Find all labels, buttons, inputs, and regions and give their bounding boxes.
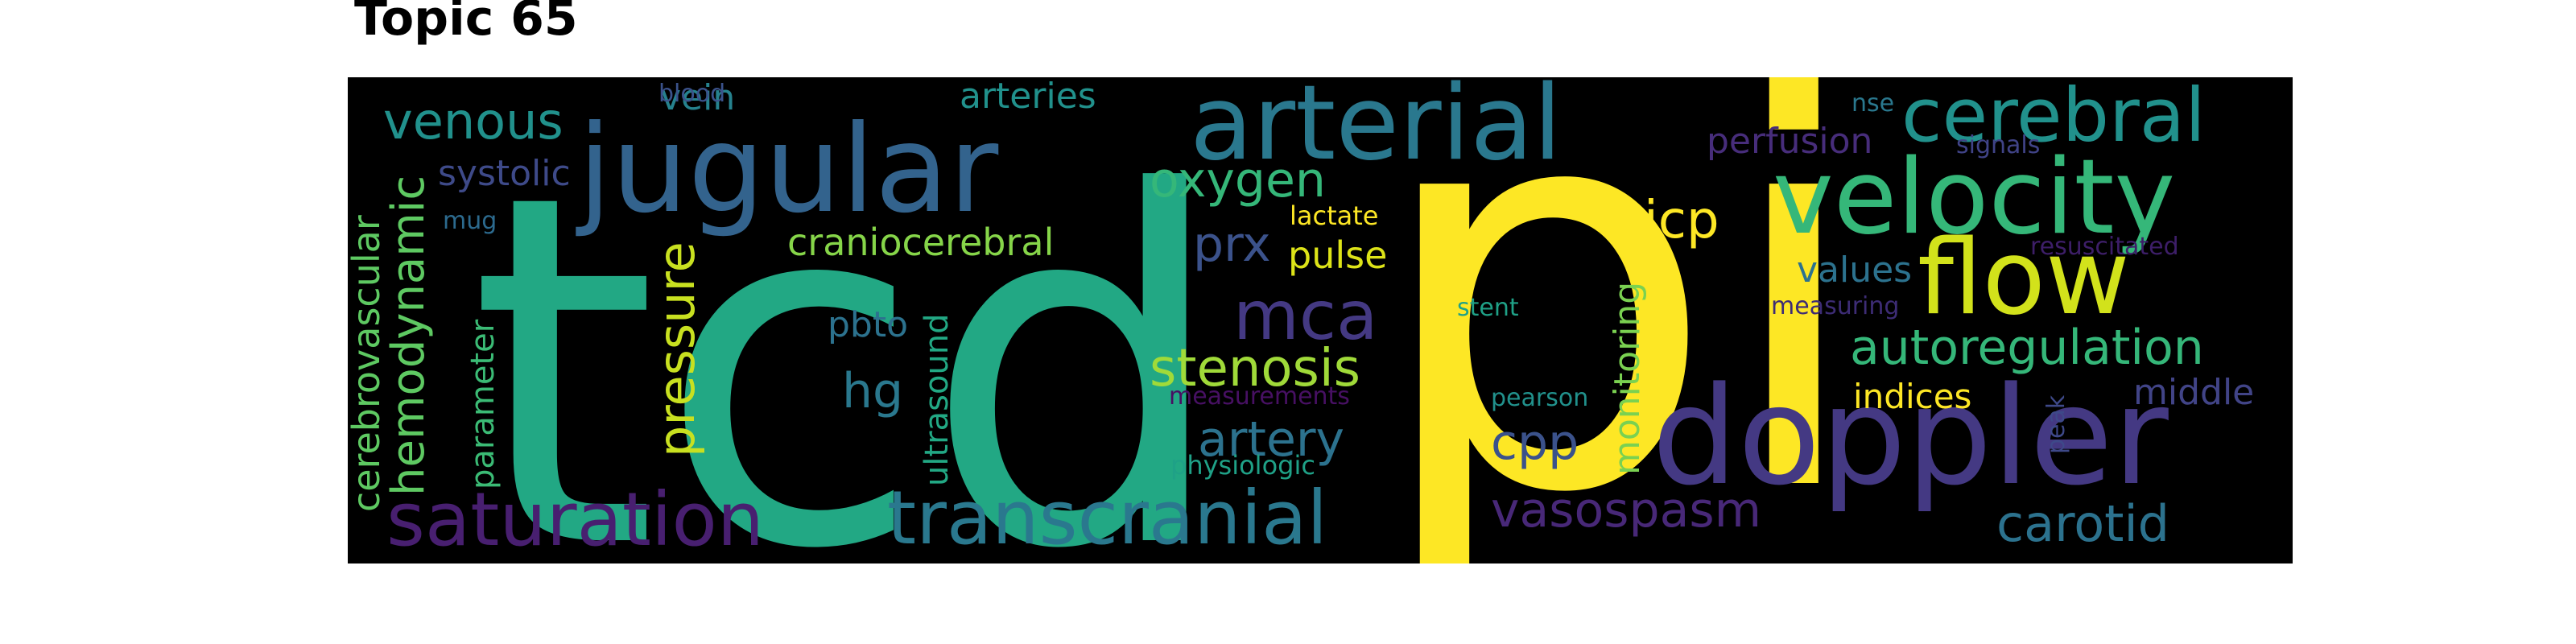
word-icp: icp <box>1644 191 1719 250</box>
word-transcranial: transcranial <box>887 475 1328 561</box>
word-pbto: pbto <box>828 304 909 345</box>
word-peak: peak <box>2042 394 2070 454</box>
word-prx: prx <box>1193 217 1271 273</box>
word-velocity: velocity <box>1773 138 2176 258</box>
word-cloud: tcd pi jugular doppler arterial velocity… <box>348 77 2293 564</box>
word-venous: venous <box>383 92 564 151</box>
word-hg: hg <box>842 363 904 419</box>
word-vein: vein <box>660 77 736 118</box>
word-flow: flow <box>1918 218 2130 338</box>
page-title: Topic 65 <box>354 0 578 47</box>
word-pearson: pearson <box>1491 384 1589 412</box>
word-cerebral: cerebral <box>1901 77 2206 159</box>
word-cpp: cpp <box>1491 415 1579 471</box>
word-measuring: measuring <box>1771 292 1900 320</box>
word-nse: nse <box>1852 89 1895 118</box>
word-oxygen: oxygen <box>1150 152 1326 208</box>
word-jugular: jugular <box>578 100 999 240</box>
word-hemodynamic: hemodynamic <box>382 175 435 496</box>
word-craniocerebral: craniocerebral <box>787 221 1055 264</box>
word-tcd: tcd <box>469 92 1230 564</box>
word-pressure: pressure <box>647 242 706 457</box>
word-stent: stent <box>1457 294 1519 322</box>
word-arteries: arteries <box>960 77 1096 117</box>
word-vasospasm: vasospasm <box>1491 482 1762 539</box>
word-blood: blood <box>658 80 726 108</box>
word-systolic: systolic <box>438 153 571 194</box>
word-physiologic: physiologic <box>1170 450 1315 481</box>
word-measurements: measurements <box>1169 382 1350 411</box>
word-lactate: lactate <box>1290 200 1379 231</box>
word-pi: pi <box>1370 77 1870 564</box>
word-stenosis: stenosis <box>1150 339 1360 398</box>
word-mug: mug <box>443 207 497 235</box>
word-middle: middle <box>2133 372 2255 413</box>
word-doppler: doppler <box>1652 357 2169 515</box>
word-values: values <box>1797 250 1913 291</box>
word-saturation: saturation <box>386 477 765 563</box>
word-parameter: parameter <box>464 319 502 489</box>
word-indices: indices <box>1853 377 1972 416</box>
word-artery: artery <box>1198 411 1345 468</box>
word-monitoring: monitoring <box>1607 281 1648 475</box>
word-arterial: arterial <box>1190 77 1563 184</box>
word-cerebrovascular: cerebrovascular <box>348 215 388 512</box>
word-carotid: carotid <box>1996 494 2170 553</box>
word-ultrasound: ultrasound <box>919 313 956 486</box>
word-signals: signals <box>1956 131 2041 159</box>
word-perfusion: perfusion <box>1707 121 1873 162</box>
word-resuscitated: resuscitated <box>2030 233 2179 261</box>
word-autoregulation: autoregulation <box>1850 320 2204 376</box>
word-pulse: pulse <box>1288 233 1388 277</box>
word-mca: mca <box>1233 276 1378 355</box>
